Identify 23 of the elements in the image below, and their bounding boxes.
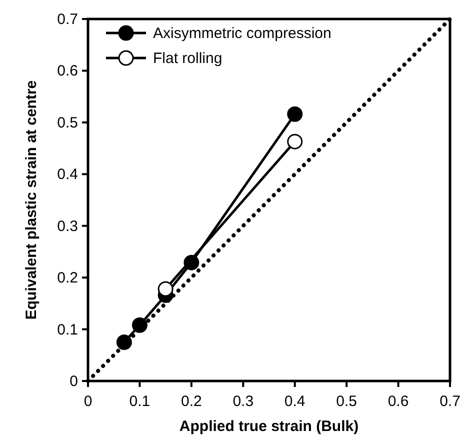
y-tick-label: 0.2 xyxy=(57,270,78,287)
x-tick-label: 0.4 xyxy=(284,393,306,410)
point xyxy=(158,281,174,297)
legend-label: Axisymmetric compression xyxy=(153,25,332,42)
legend-label: Flat rolling xyxy=(153,50,222,67)
x-tick-label: 0.2 xyxy=(181,393,202,410)
point xyxy=(287,106,303,122)
y-tick-label: 0 xyxy=(70,373,78,390)
x-tick-label: 0.6 xyxy=(388,393,409,410)
y-tick-label: 0.7 xyxy=(57,11,78,28)
y-tick-label: 0.4 xyxy=(57,166,78,184)
x-tick-label: 0.5 xyxy=(336,393,357,410)
x-tick-label: 0.7 xyxy=(440,393,460,410)
point xyxy=(287,134,303,150)
y-axis-title: Equivalent plastic strain at centre xyxy=(23,80,40,320)
y-tick-label: 0.3 xyxy=(57,218,78,235)
y-tick-label: 0.1 xyxy=(57,321,78,338)
x-axis-title: Applied true strain (Bulk) xyxy=(179,418,359,435)
y-tick-label: 0.6 xyxy=(57,62,78,80)
x-tick-label: 0 xyxy=(84,393,92,410)
y-tick-label: 0.5 xyxy=(57,114,78,132)
x-tick-label: 0.3 xyxy=(232,393,254,410)
x-tick-label: 0.1 xyxy=(129,393,150,410)
